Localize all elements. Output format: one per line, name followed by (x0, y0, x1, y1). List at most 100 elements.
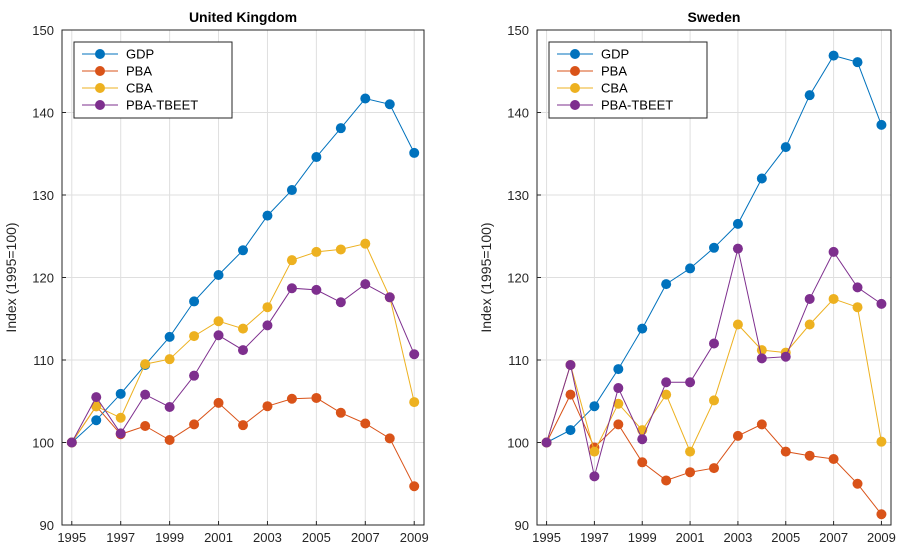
x-tick-label: 2005 (771, 530, 800, 545)
data-point (613, 419, 624, 430)
data-point (238, 323, 248, 334)
data-point (409, 349, 420, 360)
data-point (589, 401, 600, 412)
data-point (164, 435, 175, 446)
data-point (732, 218, 743, 229)
y-tick-label: 110 (33, 353, 54, 368)
data-point (115, 412, 126, 423)
series-pba (541, 389, 887, 520)
y-tick-label: 140 (507, 106, 529, 121)
y-tick-label: 130 (507, 188, 529, 203)
data-point (238, 245, 248, 256)
data-point (286, 393, 297, 404)
x-tick-label: 2003 (253, 530, 282, 545)
data-point (91, 415, 102, 426)
data-point (852, 302, 863, 313)
data-point (262, 401, 273, 412)
data-point (238, 345, 248, 356)
data-point (541, 437, 552, 448)
x-tick-label: 2001 (204, 530, 233, 545)
data-point (360, 418, 371, 429)
x-tick-label: 1999 (628, 530, 657, 545)
data-point (876, 436, 887, 447)
data-point (661, 389, 672, 400)
x-tick-label: 2009 (867, 530, 896, 545)
chart-panel-1: 1995 1997 1999 2001 2003 2005 2007 2009 90 100 110… (3, 9, 429, 545)
series-pba (66, 392, 420, 492)
data-point (409, 481, 420, 492)
data-point (685, 377, 696, 388)
data-point (613, 398, 624, 409)
x-tick-label: 1995 (57, 530, 86, 545)
data-point (311, 392, 322, 403)
data-point (164, 354, 175, 365)
x-tick-label: 1997 (580, 530, 609, 545)
data-point (661, 475, 672, 486)
x-tick-label: 1995 (532, 530, 561, 545)
data-point (335, 244, 346, 255)
data-point (311, 152, 322, 163)
data-point (828, 454, 839, 464)
data-point (238, 420, 248, 431)
data-point (115, 388, 126, 399)
y-tick-label: 110 (508, 353, 529, 368)
data-point (164, 402, 175, 413)
y-axis-label: Index (1995=100) (3, 222, 19, 332)
data-point (384, 99, 395, 110)
data-point (360, 93, 371, 104)
data-point (804, 319, 815, 330)
data-point (311, 284, 322, 295)
data-point (732, 243, 743, 254)
data-point (613, 364, 624, 375)
data-point (661, 377, 672, 388)
data-point (189, 296, 200, 307)
data-point (661, 279, 672, 290)
data-point (804, 90, 815, 101)
data-point (613, 383, 624, 394)
data-point (213, 316, 224, 327)
data-point (409, 147, 420, 158)
legend-label: GDP (126, 47, 154, 62)
data-point (876, 298, 887, 309)
data-point (565, 359, 576, 370)
data-point (732, 430, 743, 441)
data-point (213, 270, 224, 281)
y-tick-label: 130 (32, 188, 54, 203)
data-point (164, 331, 175, 342)
data-point (852, 282, 863, 293)
data-point (637, 457, 648, 468)
data-point (756, 419, 767, 430)
x-tick-label: 2007 (351, 530, 380, 545)
legend-label: PBA (601, 64, 627, 79)
y-tick-label: 140 (32, 106, 54, 121)
data-point (189, 331, 200, 342)
chart-title: United Kingdom (189, 9, 297, 25)
legend-marker (570, 83, 580, 93)
chart-title: Sweden (688, 9, 741, 25)
data-point (637, 323, 648, 334)
x-tick-label: 2009 (400, 530, 429, 545)
data-point (189, 419, 200, 430)
y-axis-label: Index (1995=100) (478, 222, 494, 332)
data-point (213, 330, 224, 341)
data-point (140, 389, 151, 400)
data-point (91, 392, 102, 403)
legend-marker (570, 49, 580, 59)
data-point (828, 293, 839, 304)
data-point (384, 433, 395, 444)
data-point (213, 397, 224, 408)
data-point (360, 238, 371, 249)
data-point (565, 389, 576, 400)
data-point (91, 401, 102, 412)
data-point (335, 407, 346, 418)
data-point (804, 293, 815, 304)
legend-marker (570, 66, 580, 76)
legend: GDP PBA CBA PBA-TBEET (73, 41, 233, 119)
legend-marker (95, 49, 105, 59)
y-tick-label: 90 (515, 518, 529, 533)
data-point (637, 434, 648, 445)
x-tick-label: 1999 (155, 530, 184, 545)
data-point (360, 279, 371, 290)
y-tick-label: 90 (40, 518, 54, 533)
